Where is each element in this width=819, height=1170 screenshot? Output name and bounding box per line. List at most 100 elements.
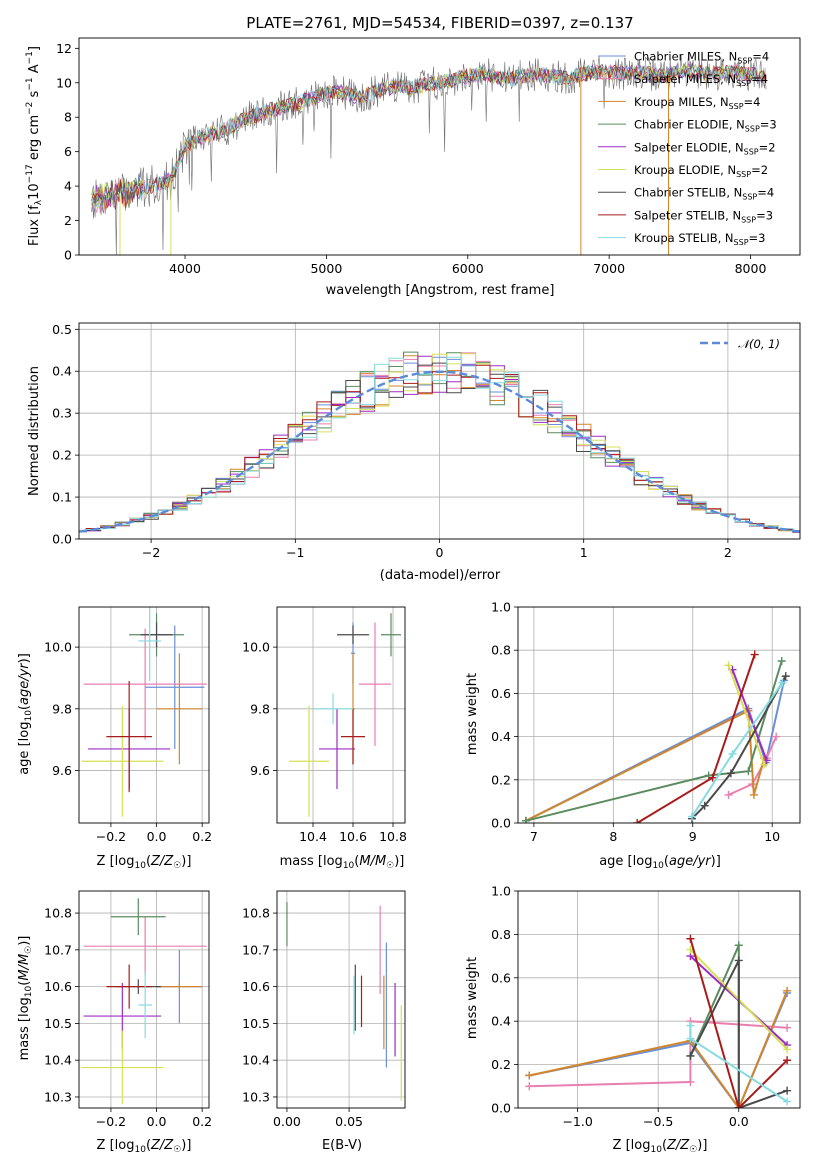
age_vs_Z-xtick-label: −0.2 (96, 829, 126, 844)
weight_vs_age-ytick-label: 0.8 (491, 643, 511, 658)
mass_vs_Z-ytick-label: 10.6 (44, 979, 72, 994)
mass_vs_Z-panel: −0.2 0.0 0.2 10.3 10.4 10.5 10.6 10.7 10.8 (44, 890, 212, 1129)
weight_vs_age-marker-salpeter-miles (724, 790, 733, 799)
weight_vs_Z-marker-salpeter-stelib (686, 934, 695, 943)
weight_vs_age-xtick-label: 8 (609, 829, 617, 844)
legend-label-kroupa-stelib: Kroupa STELIB, NSSP=3 (634, 231, 765, 247)
age_vs_mass-frame (276, 606, 406, 824)
normal-curve (79, 370, 800, 533)
age_vs_Z-panel: −0.2 0.0 0.2 9.6 9.8 10.0 (44, 606, 212, 844)
weight_vs_age-ytick-label: 0.2 (491, 772, 511, 787)
weight_vs_Z-marker-kroupa-miles (525, 1071, 534, 1080)
mass-ebv-xlabel: E(B-V) (322, 1138, 362, 1153)
weight-z-ylabel: mass weight (465, 957, 480, 1039)
mass_vs_ebv-xtick-label: 0.00 (273, 1114, 301, 1129)
weight_vs_age-panel: 7 8 9 10 0.0 0.2 0.4 0.6 0.8 1.0 (491, 600, 801, 844)
spectrum-xtick-label: 8000 (735, 261, 767, 276)
mass_vs_ebv-ytick-label: 10.3 (242, 1089, 270, 1104)
age_vs_mass-ytick-label: 9.6 (250, 763, 270, 778)
weight_vs_Z-ytick-label: 0.2 (491, 1057, 511, 1072)
legend-label-kroupa-miles: Kroupa MILES, NSSP=4 (634, 95, 760, 111)
residual_hist-ytick-label: 0.3 (52, 406, 72, 421)
mass_vs_ebv-plot-area (277, 891, 405, 1108)
spectrum-ytick-label: 12 (56, 41, 72, 56)
weight_vs_Z-panel: −1.0 −0.5 0.0 0.0 0.2 0.4 0.6 0.8 1.0 (491, 884, 801, 1129)
weight_vs_Z-marker-salpeter-stelib (734, 1104, 743, 1108)
weight_vs_age-xtick-label: 10 (764, 829, 780, 844)
weight_vs_age-marker-salpeter-miles (772, 732, 781, 741)
weight_vs_age-marker-salpeter-elodie (762, 756, 771, 765)
legend-label-salpeter-elodie: Salpeter ELODIE, NSSP=2 (634, 140, 776, 156)
spectrum-ytick-label: 0 (64, 248, 72, 263)
weight_vs_age-line-salpeter-elodie (731, 669, 768, 761)
age_vs_Z-plot-area (79, 607, 209, 823)
weight_vs_age-marker-chabrier-elodie (777, 657, 786, 665)
weight_vs_age-marker-chabrier-elodie (521, 816, 530, 823)
weight_vs_age-line-chabrier-stelib (691, 675, 787, 820)
mass-z-ylabel: mass [log10(M/M☉)] (17, 936, 34, 1061)
spectrum-xtick-label: 7000 (593, 261, 625, 276)
legend-label-chabrier-stelib: Chabrier STELIB, NSSP=4 (634, 186, 774, 202)
weight_vs_Z-plot-area (518, 891, 800, 1108)
mass_vs_ebv-ytick-label: 10.5 (242, 1016, 270, 1031)
residual_hist-panel: −2 −1 0 1 2 0.0 0.1 0.2 0.3 0.4 0.5 𝒩(0, 1) (52, 322, 801, 560)
mass_vs_ebv-frame (276, 890, 406, 1109)
residual_hist-ytick-label: 0.2 (52, 448, 72, 463)
weight_vs_age-frame (517, 606, 801, 824)
age_vs_mass-ytick-label: 10.0 (242, 640, 270, 655)
spectrum-ytick-label: 6 (64, 144, 72, 159)
spectrum-ytick-label: 2 (64, 213, 72, 228)
mass_vs_Z-ytick-label: 10.4 (44, 1053, 72, 1068)
weight_vs_age-marker-kroupa-elodie (724, 661, 733, 670)
mass_vs_ebv-ytick-label: 10.4 (242, 1053, 270, 1068)
spectrum-panel: 4000 5000 6000 7000 8000 0 2 4 6 8 10 12 Chabrier MI… (56, 37, 801, 276)
age_vs_Z-xtick-label: 0.2 (192, 829, 212, 844)
weight_vs_Z-marker-salpeter-miles (525, 1082, 534, 1091)
weight_vs_Z-marker-chabrier-stelib (783, 1086, 792, 1095)
hist-series-kroupa-stelib (79, 356, 800, 533)
spectrum-ylabel: Flux [fλ10−17 erg cm−2 s−1 A−1] (25, 46, 44, 246)
mass-z-xlabel: Z [log10(Z/Z☉)] (97, 1138, 192, 1155)
weight_vs_Z-marker-kroupa-stelib (686, 1021, 695, 1030)
residual_hist-xtick-label: −2 (142, 545, 160, 560)
legend-label-salpeter-stelib: Salpeter STELIB, NSSP=3 (634, 208, 773, 224)
mass_vs_ebv-ytick-label: 10.8 (242, 906, 270, 921)
age_vs_Z-xtick-label: 0.0 (147, 829, 167, 844)
spectrum-ytick-label: 10 (56, 75, 72, 90)
weight_vs_age-marker-kroupa-stelib (778, 678, 787, 687)
age_vs_mass-xtick-label: 10.4 (299, 829, 327, 844)
spectrum-series-kroupa-stelib (91, 63, 766, 211)
weight_vs_age-ytick-label: 0.6 (491, 686, 511, 701)
weight_vs_Z-xtick-label: 0.0 (729, 1114, 749, 1129)
weight_vs_age-marker-kroupa-stelib (687, 812, 696, 821)
weight_vs_Z-xtick-label: −0.5 (643, 1114, 673, 1129)
weight-age-xlabel: age [log10(age/yr)] (599, 854, 721, 871)
age-z-ylabel: age [log10(age/yr)] (17, 653, 34, 775)
weight_vs_age-plot-area (518, 607, 800, 823)
weight_vs_Z-marker-salpeter-miles (783, 1023, 792, 1032)
age_vs_Z-ytick-label: 9.8 (52, 701, 72, 716)
weight_vs_Z-ytick-label: 0.4 (491, 1014, 511, 1029)
weight_vs_Z-marker-kroupa-stelib (783, 1097, 792, 1106)
residual_hist-xtick-label: 0 (436, 545, 444, 560)
weight_vs_Z-ytick-label: 0.6 (491, 970, 511, 985)
age_vs_mass-xtick-label: 10.8 (379, 829, 407, 844)
weight_vs_age-ytick-label: 1.0 (491, 600, 511, 615)
weight_vs_Z-ytick-label: 0.8 (491, 927, 511, 942)
age_vs_mass-xtick-label: 10.6 (339, 829, 367, 844)
residual_hist-ytick-label: 0.0 (52, 532, 72, 547)
weight_vs_Z-marker-salpeter-miles (686, 1077, 695, 1086)
spectrum-plot-area (91, 54, 767, 255)
mass_vs_Z-ytick-label: 10.5 (44, 1016, 72, 1031)
figure-title: PLATE=2761, MJD=54534, FIBERID=0397, z=0… (246, 14, 633, 32)
weight_vs_age-ytick-label: 0.4 (491, 729, 511, 744)
spectrum-xlabel: wavelength [Angstrom, rest frame] (326, 283, 555, 298)
age_vs_Z-frame (78, 606, 210, 824)
residual_hist-ytick-label: 0.5 (52, 322, 72, 337)
residual_hist-ytick-label: 0.1 (52, 490, 72, 505)
weight_vs_age-line-salpeter-miles (728, 736, 778, 796)
spectrum-ytick-label: 8 (64, 110, 72, 125)
hist-ylabel: Normed distribution (27, 366, 42, 496)
residual_hist-ytick-label: 0.4 (52, 364, 72, 379)
